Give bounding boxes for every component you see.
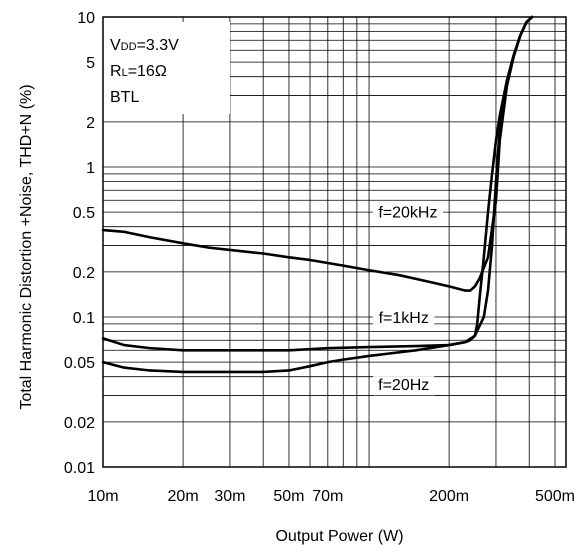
series-line-3 (101, 15, 534, 374)
annotation-background (372, 203, 444, 223)
x-axis-title: Output Power (W) (275, 528, 403, 545)
mode-label: BTL (110, 89, 139, 106)
conditions-legend: VDD=3.3V RL=16Ω BTL (100, 22, 230, 114)
x-tick-label: 500m (535, 488, 575, 505)
x-tick-label: 20m (168, 488, 199, 505)
series-layer (101, 15, 534, 374)
y-tick-label: 5 (86, 55, 95, 72)
annotation-label: f=20kHz (378, 205, 437, 222)
y-tick-label: 2 (86, 115, 95, 132)
x-tick-label: 70m (312, 488, 343, 505)
annotation-background (373, 376, 435, 396)
conditions-background (100, 22, 230, 114)
y-axis-title: Total Harmonic Distortion +Noise, THD+N … (18, 84, 35, 409)
x-tick-labels: 10m 20m 30m 50m 70m 200m 500m (87, 488, 575, 505)
annotation-2: f=1kHz (373, 309, 435, 329)
y-tick-label: 0.2 (73, 265, 95, 282)
y-tick-label: 0.05 (64, 355, 95, 372)
y-tick-label: 0.1 (73, 310, 95, 327)
x-tick-label: 50m (273, 488, 304, 505)
vdd-label: VDD=3.3V (110, 37, 179, 54)
y-tick-label: 10 (77, 10, 95, 27)
x-tick-label: 200m (429, 488, 469, 505)
y-tick-label: 0.01 (64, 460, 95, 477)
y-tick-label: 0.5 (73, 205, 95, 222)
y-tick-label: 0.02 (64, 415, 95, 432)
annotation-label: f=20Hz (378, 377, 429, 394)
y-tick-label: 1 (86, 160, 95, 177)
x-tick-label: 30m (214, 488, 245, 505)
annotation-1: f=20kHz (372, 203, 444, 223)
annotation-3: f=20Hz (373, 376, 435, 396)
y-tick-labels: 0.01 0.02 0.05 0.1 0.2 0.5 1 2 5 10 (64, 10, 95, 477)
plot-frame (102, 16, 567, 468)
annotation-background (373, 309, 435, 329)
series-annotations: f=20kHz f=1kHz f=20Hz (372, 203, 444, 396)
rl-label: RL=16Ω (110, 63, 167, 80)
x-tick-label: 10m (87, 488, 118, 505)
annotation-label: f=1kHz (379, 310, 429, 327)
